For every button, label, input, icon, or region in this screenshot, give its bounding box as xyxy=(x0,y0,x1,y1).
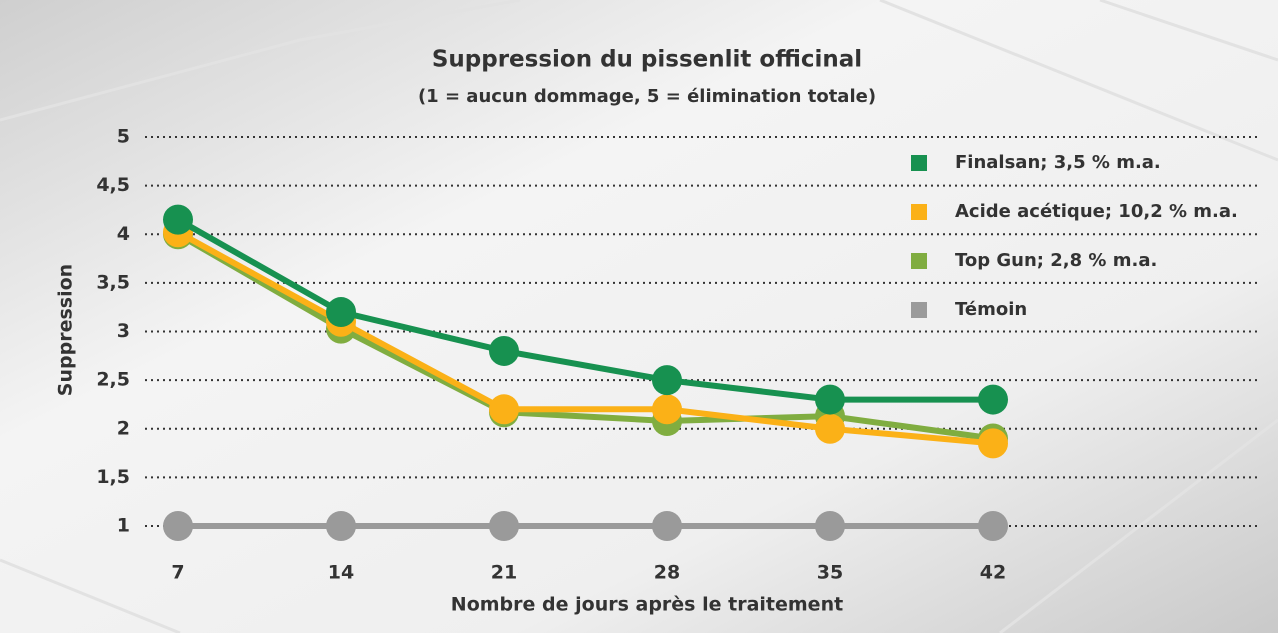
data-point xyxy=(489,336,519,366)
chart: Suppression du pissenlit officinal (1 = … xyxy=(0,0,1278,633)
x-tick-label: 35 xyxy=(817,562,843,584)
y-tick-label: 2 xyxy=(117,417,130,439)
x-tick-label: 14 xyxy=(328,562,354,584)
y-tick-label: 2,5 xyxy=(96,369,130,391)
legend-label: Témoin xyxy=(955,299,1027,320)
x-tick-label: 28 xyxy=(654,562,680,584)
y-tick-label: 1 xyxy=(117,515,130,537)
data-point xyxy=(652,365,682,395)
data-point xyxy=(163,205,193,235)
x-tick-label: 42 xyxy=(980,562,1006,584)
page: {"chart_data": { "type": "line", "title"… xyxy=(0,0,1278,633)
legend-label: Acide acétique; 10,2 % m.a. xyxy=(955,201,1238,222)
data-point xyxy=(652,511,682,541)
data-point xyxy=(326,297,356,327)
legend-swatch xyxy=(911,302,927,318)
y-tick-label: 3 xyxy=(117,320,130,342)
y-axis-label: Suppression xyxy=(55,264,77,396)
data-point xyxy=(978,385,1008,415)
x-tick-label: 21 xyxy=(491,562,517,584)
data-point xyxy=(489,511,519,541)
x-axis-label: Nombre de jours après le traitement xyxy=(451,594,843,616)
data-point xyxy=(978,511,1008,541)
y-tick-label: 1,5 xyxy=(96,466,130,488)
data-point xyxy=(652,394,682,424)
data-point xyxy=(978,428,1008,458)
legend-swatch xyxy=(911,204,927,220)
data-point xyxy=(163,511,193,541)
y-tick-label: 4 xyxy=(117,223,130,245)
legend-swatch xyxy=(911,155,927,171)
y-tick-label: 4,5 xyxy=(96,174,130,196)
y-tick-label: 3,5 xyxy=(96,271,130,293)
chart-title: Suppression du pissenlit officinal xyxy=(432,47,862,73)
legend-label: Top Gun; 2,8 % m.a. xyxy=(955,250,1157,271)
x-tick-label: 7 xyxy=(171,562,184,584)
data-point xyxy=(815,385,845,415)
data-point xyxy=(326,511,356,541)
y-tick-label: 5 xyxy=(117,126,130,148)
legend-swatch xyxy=(911,253,927,269)
data-point xyxy=(815,414,845,444)
data-point xyxy=(815,511,845,541)
chart-subtitle: (1 = aucun dommage, 5 = élimination tota… xyxy=(418,86,876,107)
legend-label: Finalsan; 3,5 % m.a. xyxy=(955,152,1161,173)
data-point xyxy=(489,394,519,424)
